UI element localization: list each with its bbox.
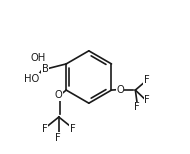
Text: F: F — [134, 102, 139, 112]
Text: HO: HO — [24, 74, 40, 83]
Text: F: F — [144, 75, 150, 85]
Text: B: B — [41, 64, 48, 73]
Text: F: F — [42, 124, 48, 134]
Text: F: F — [144, 95, 150, 105]
Text: O: O — [116, 85, 124, 95]
Text: OH: OH — [30, 53, 46, 63]
Text: F: F — [70, 124, 76, 134]
Text: O: O — [55, 91, 63, 100]
Text: F: F — [55, 133, 61, 143]
